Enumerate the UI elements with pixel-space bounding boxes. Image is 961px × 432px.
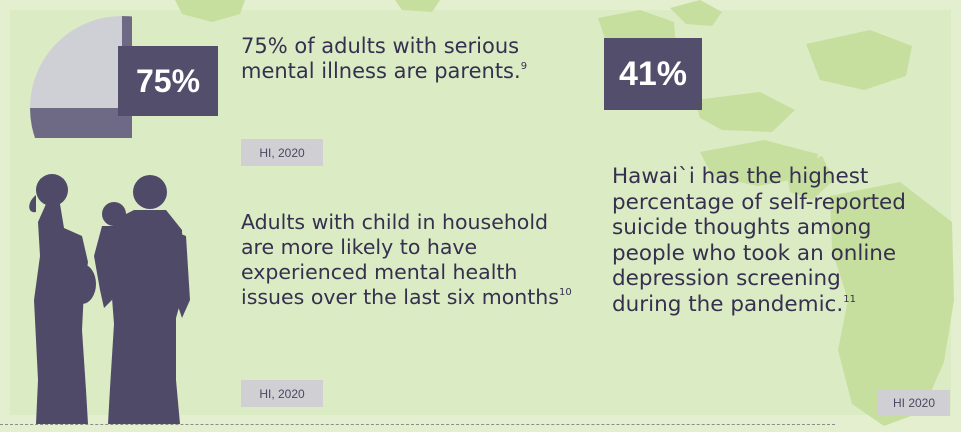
- source-badge-suicide: HI 2020: [878, 390, 950, 416]
- suicide-stat-text: Hawai`i has the highest percentage of se…: [612, 164, 906, 317]
- parents-stat-text: 75% of adults with serious mental illnes…: [241, 34, 528, 83]
- source-badge-household: HI, 2020: [241, 380, 323, 407]
- footnote-10: 10: [558, 287, 572, 298]
- pie-chart-icon: [30, 16, 132, 138]
- stat-75-value: 75%: [135, 62, 201, 99]
- stat-41-box: 41%: [604, 38, 702, 110]
- footnote-9: 9: [520, 61, 528, 72]
- stat-75-box: 75%: [118, 46, 218, 116]
- stat-41-value: 41%: [618, 54, 688, 93]
- footnote-11: 11: [843, 293, 856, 305]
- dotted-divider: [0, 424, 835, 425]
- household-stat-text: Adults with child in household are more …: [241, 210, 572, 309]
- source-badge-parents: HI, 2020: [241, 139, 323, 166]
